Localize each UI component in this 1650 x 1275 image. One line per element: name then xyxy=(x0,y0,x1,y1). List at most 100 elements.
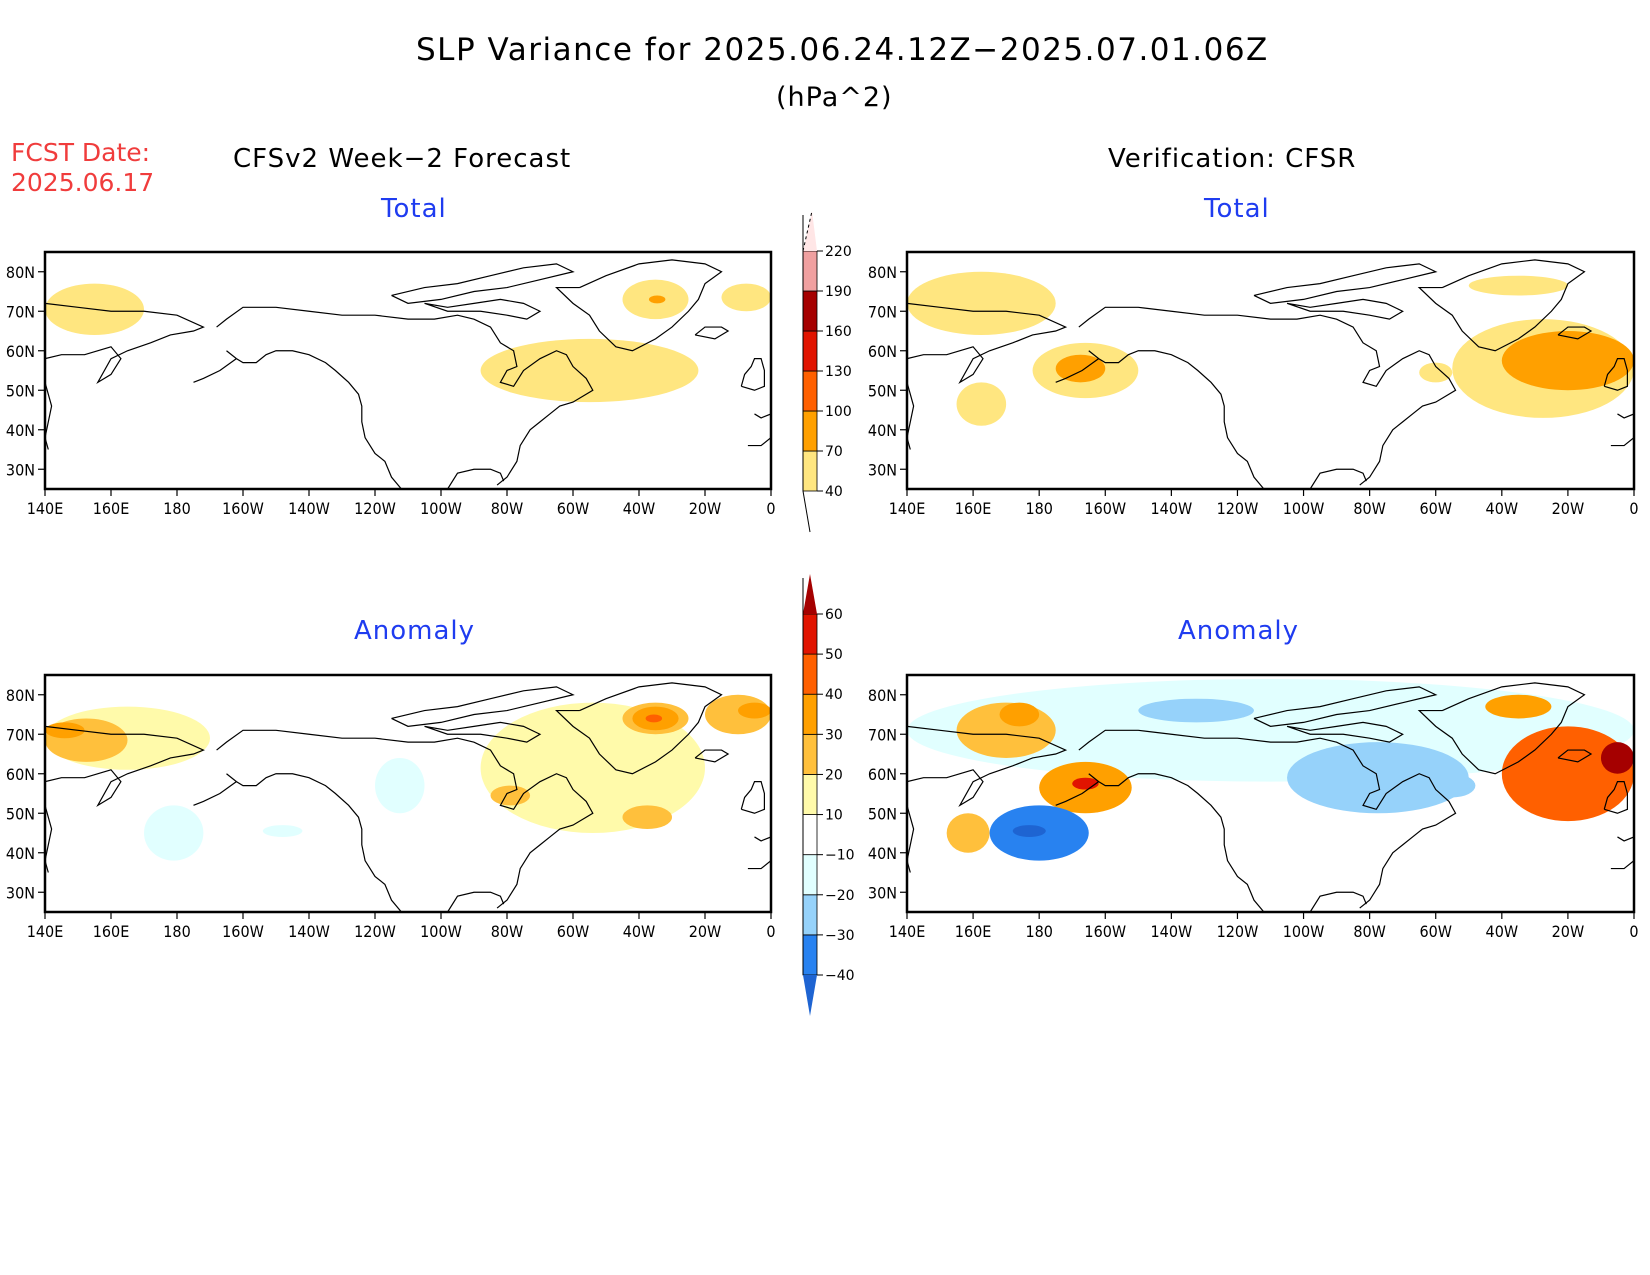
x-tick-label: 60W xyxy=(1419,499,1452,518)
colorbar-segment xyxy=(802,613,818,655)
coastline xyxy=(747,836,771,870)
colorbar-total: 40 70 100 130 160 190 220 xyxy=(802,210,852,533)
x-tick-label: 80W xyxy=(491,922,524,941)
coastline xyxy=(226,350,402,489)
coastline xyxy=(226,773,402,912)
colorbar-label: −30 xyxy=(825,928,855,944)
colorbar-label: 100 xyxy=(825,404,852,420)
contour-region xyxy=(480,702,705,833)
contour-region xyxy=(907,271,1056,335)
coastline xyxy=(424,721,542,743)
colorbar-label: 40 xyxy=(825,687,843,703)
x-tick-label: 100W xyxy=(1283,499,1325,518)
colorbar-label: −20 xyxy=(825,888,855,904)
coastline xyxy=(1309,468,1367,489)
contour-region xyxy=(1501,331,1634,391)
coastline xyxy=(1417,682,1586,775)
contour-region xyxy=(1138,698,1254,723)
colorbar-top-triangle xyxy=(803,574,817,614)
coastline xyxy=(447,891,505,912)
contour-region xyxy=(1012,825,1046,837)
coastline xyxy=(1253,686,1438,727)
colorbar-label: 10 xyxy=(825,808,843,824)
coastline xyxy=(1055,358,1100,383)
colorbar-segment xyxy=(802,693,818,735)
contour-region xyxy=(956,382,1007,426)
y-tick-label: 60N xyxy=(868,765,897,784)
contour-region xyxy=(999,702,1040,727)
colorbar-segment xyxy=(802,290,818,332)
panel-subtitle-verification-anomaly: Anomaly xyxy=(1178,616,1300,646)
contour-region xyxy=(1468,275,1568,296)
coastline xyxy=(1603,781,1628,814)
colorbar-segment xyxy=(802,774,818,815)
coastline xyxy=(740,781,766,814)
x-tick-label: 140E xyxy=(889,922,926,941)
contour-region xyxy=(645,714,663,723)
colorbar-segment xyxy=(802,934,818,976)
coastline xyxy=(694,749,730,763)
colorbar-label: 190 xyxy=(825,284,852,300)
x-tick-label: 20W xyxy=(689,499,722,518)
coastline xyxy=(1309,891,1367,912)
y-tick-label: 80N xyxy=(6,263,35,282)
coastline xyxy=(1557,326,1593,340)
contour-region xyxy=(1055,354,1106,383)
colorbar-segment xyxy=(802,814,818,856)
x-tick-label: 40W xyxy=(1486,499,1519,518)
x-tick-label: 180 xyxy=(163,922,190,941)
x-tick-label: 160E xyxy=(955,922,992,941)
y-tick-label: 70N xyxy=(868,725,897,744)
colorbar-label: 50 xyxy=(825,647,843,663)
colorbar-label: −40 xyxy=(825,968,855,984)
y-tick-label: 40N xyxy=(868,844,897,863)
y-tick-label: 40N xyxy=(6,421,35,440)
colorbar-segment xyxy=(802,733,818,775)
contour-region xyxy=(1419,362,1453,383)
fcst-date-value: 2025.06.17 xyxy=(11,168,155,197)
x-tick-label: 160E xyxy=(955,499,992,518)
contour-region xyxy=(480,338,699,403)
contour-region xyxy=(721,283,771,312)
coastline xyxy=(193,781,237,806)
x-tick-label: 120W xyxy=(1217,922,1259,941)
coastline xyxy=(45,725,205,808)
x-tick-label: 160W xyxy=(1084,499,1126,518)
x-tick-label: 20W xyxy=(1552,499,1585,518)
contour-region xyxy=(1600,742,1634,774)
x-tick-label: 0 xyxy=(1629,499,1638,518)
panel-subtitle-forecast-total: Total xyxy=(381,194,447,224)
colorbar-segment xyxy=(802,854,818,896)
coastline xyxy=(424,298,542,320)
colorbar-anomaly: −40 −30 −20 −10 10 20 30 40 50 60 xyxy=(802,574,855,1016)
contour-region xyxy=(738,702,771,719)
x-tick-label: 160E xyxy=(93,499,130,518)
contour-region xyxy=(375,757,425,814)
coastline xyxy=(1286,298,1404,320)
colorbar-label: 40 xyxy=(825,484,843,500)
y-tick-label: 70N xyxy=(6,725,35,744)
coastline xyxy=(391,686,575,727)
x-tick-label: 140W xyxy=(1151,499,1193,518)
x-tick-label: 160W xyxy=(222,499,264,518)
x-tick-label: 160E xyxy=(93,922,130,941)
coastline xyxy=(907,725,1068,808)
y-tick-label: 80N xyxy=(868,263,897,282)
x-tick-label: 120W xyxy=(354,922,396,941)
x-tick-label: 180 xyxy=(163,499,190,518)
contour-region xyxy=(622,805,672,830)
colorbar-label: 160 xyxy=(825,324,852,340)
y-tick-label: 70N xyxy=(6,302,35,321)
map-frame xyxy=(905,673,1636,914)
x-tick-label: 0 xyxy=(766,499,775,518)
contour-region xyxy=(1072,777,1099,790)
x-tick-label: 120W xyxy=(354,499,396,518)
coastline xyxy=(1610,836,1634,870)
contour-region xyxy=(262,825,303,837)
colorbar-label: 220 xyxy=(825,244,852,260)
colorbar-segment xyxy=(802,653,818,695)
colorbar-segment xyxy=(802,410,818,452)
y-tick-label: 60N xyxy=(6,342,35,361)
contour-region xyxy=(946,813,990,853)
colorbar-segment xyxy=(802,894,818,936)
